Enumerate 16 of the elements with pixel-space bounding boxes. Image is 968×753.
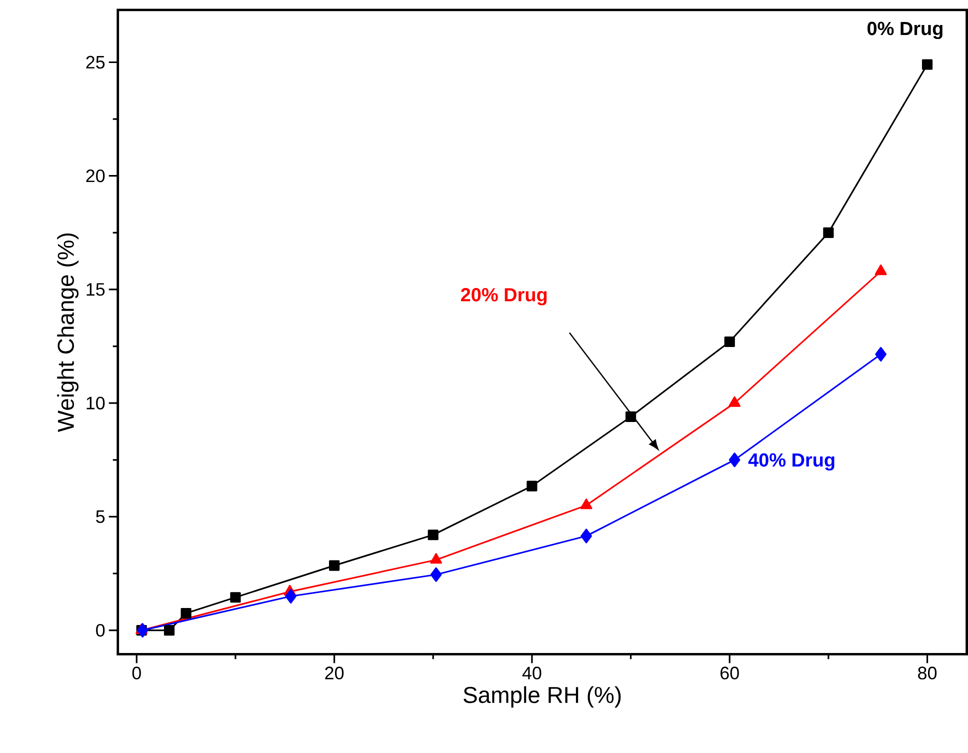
y-axis-title: Weight Change (%) (57, 234, 79, 432)
x-tick-label: 0 (132, 666, 141, 680)
y-tick-label: 15 (86, 283, 105, 296)
x-tick-label: 40 (522, 666, 542, 680)
x-tick-label: 20 (325, 666, 344, 680)
annotation: 40% Drug (748, 453, 834, 471)
y-tick-label: 25 (86, 56, 105, 69)
x-axis-title: Sample RH (%) (464, 686, 621, 708)
x-tick-label: 80 (918, 666, 937, 680)
y-tick-label: 10 (86, 396, 105, 410)
y-tick-label: 5 (96, 510, 105, 523)
annotation: 0% Drug (868, 22, 942, 40)
y-tick-label: 0 (96, 624, 105, 637)
x-tick-label: 60 (720, 666, 739, 680)
annotation: 20% Drug (461, 288, 547, 306)
y-tick-label: 20 (86, 169, 105, 182)
